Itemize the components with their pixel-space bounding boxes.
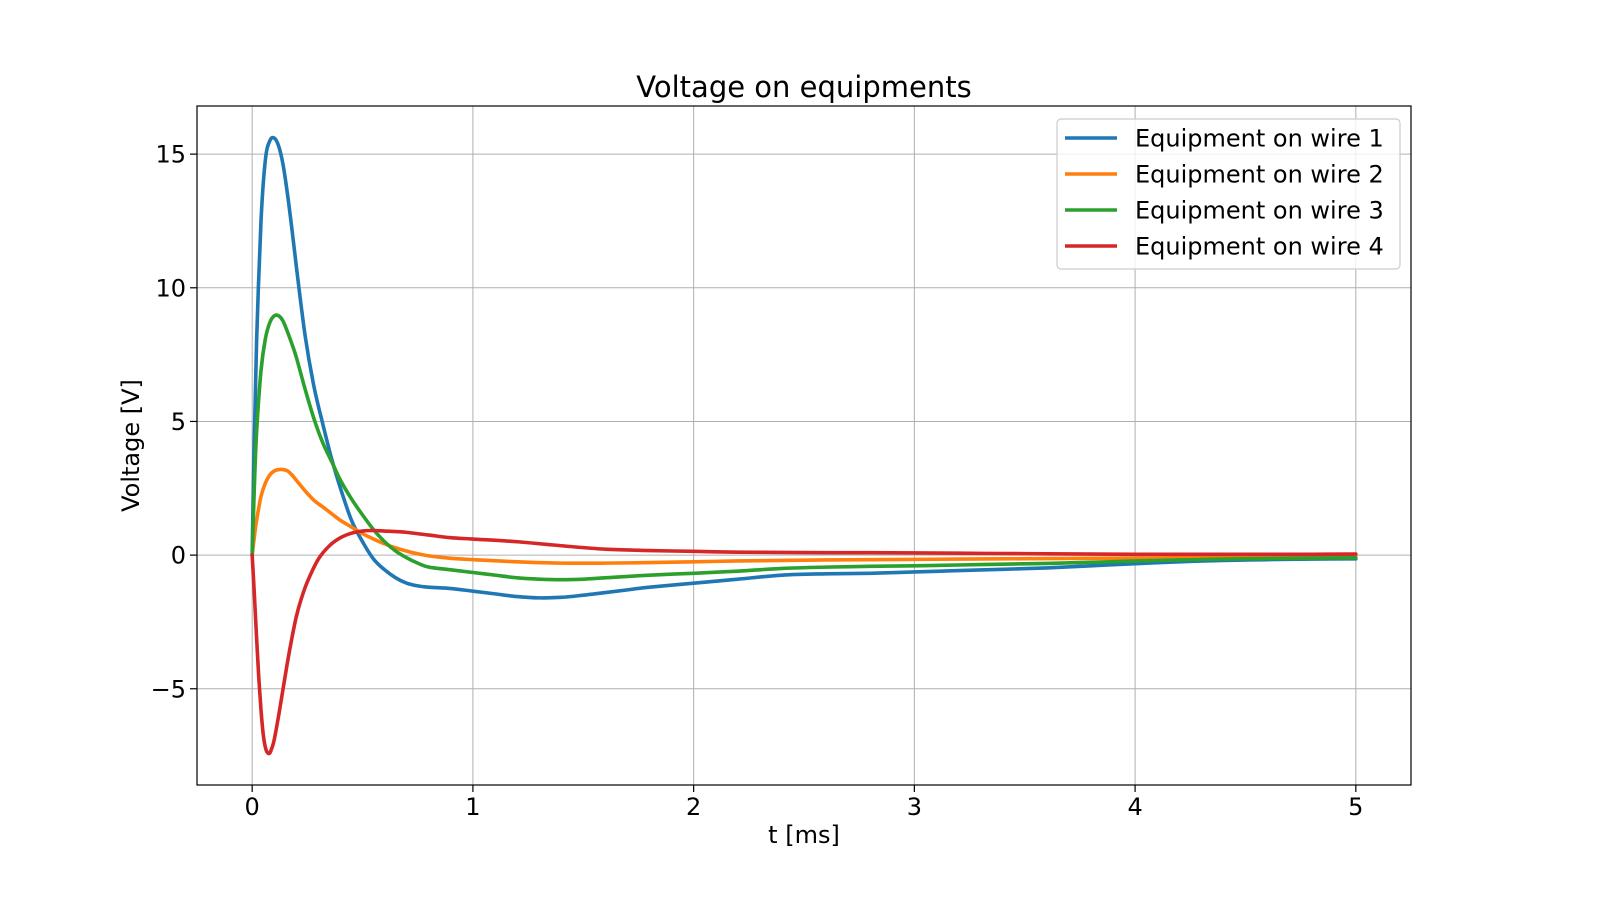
- series-line-wire-3: [250, 313, 1358, 582]
- x-tick-label: 4: [1127, 793, 1142, 821]
- x-tick-label: 1: [465, 793, 480, 821]
- series-line-wire-2: [250, 467, 1358, 566]
- x-axis-label: t [ms]: [768, 821, 840, 849]
- y-tick-label: −5: [151, 675, 186, 703]
- legend-box: [1056, 118, 1401, 270]
- legend-entry: Equipment on wire 1: [1065, 125, 1384, 153]
- x-axis-ticks: 0 1 2 3 4 5: [245, 785, 1363, 821]
- legend: Equipment on wire 1 Equipment on wire 2 Eq…: [1056, 118, 1401, 270]
- legend-label: Equipment on wire 2: [1135, 161, 1384, 189]
- legend-entry: Equipment on wire 4: [1065, 233, 1384, 261]
- chart-title: Voltage on equipments: [636, 70, 971, 104]
- y-tick-label: 5: [171, 408, 186, 436]
- series-lines: [250, 135, 1358, 756]
- series-line-wire-1: [250, 135, 1358, 600]
- legend-entry: Equipment on wire 2: [1065, 161, 1384, 189]
- legend-entries: Equipment on wire 1 Equipment on wire 2 Eq…: [1065, 125, 1384, 261]
- y-axis-label: Voltage [V]: [117, 379, 145, 512]
- legend-entry: Equipment on wire 3: [1065, 197, 1384, 225]
- legend-label: Equipment on wire 4: [1135, 233, 1384, 261]
- y-tick-label: 15: [155, 141, 186, 169]
- y-tick-label: 10: [155, 274, 186, 302]
- plot-area-frame: [196, 105, 1412, 786]
- x-tick-label: 5: [1348, 793, 1363, 821]
- x-tick-label: 2: [686, 793, 701, 821]
- x-tick-label: 0: [245, 793, 260, 821]
- legend-label: Equipment on wire 1: [1135, 125, 1384, 153]
- y-tick-label: 0: [171, 542, 186, 570]
- x-tick-label: 3: [907, 793, 922, 821]
- legend-label: Equipment on wire 3: [1135, 197, 1384, 225]
- series-line-wire-4: [250, 528, 1358, 756]
- y-axis-ticks: −5 0 5 10 15: [151, 141, 197, 703]
